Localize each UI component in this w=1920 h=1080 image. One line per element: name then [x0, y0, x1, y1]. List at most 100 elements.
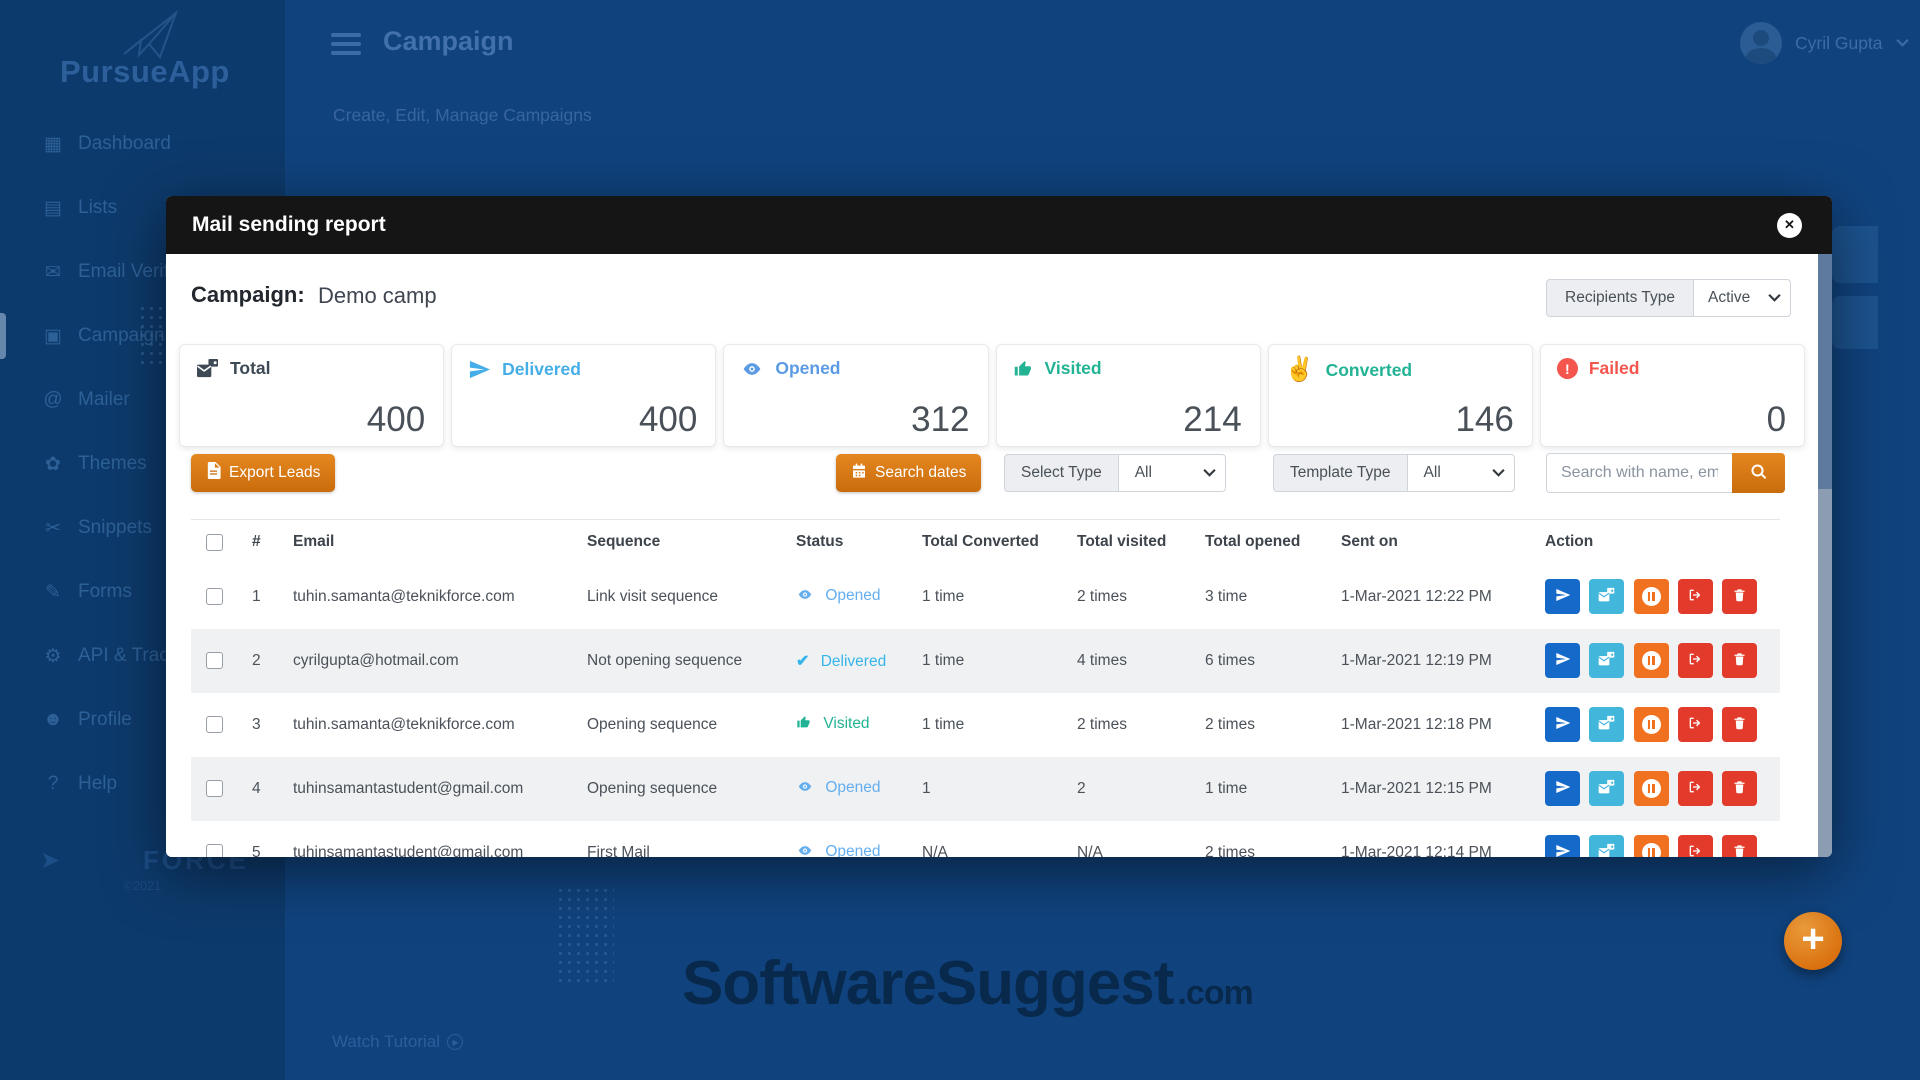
sidebar-item[interactable]: ? Help	[0, 752, 285, 816]
search-dates-label: Search dates	[875, 464, 967, 481]
trash-icon	[1732, 779, 1747, 798]
pause-circle-icon	[1641, 715, 1661, 734]
row-checkbox[interactable]	[206, 843, 223, 857]
mail-bulk-button[interactable]	[1589, 835, 1625, 857]
hamburger-menu-icon[interactable]	[331, 33, 361, 55]
row-total-opened: 6 times	[1205, 651, 1255, 669]
send-button[interactable]	[1545, 643, 1580, 678]
export-leads-button[interactable]: Export Leads	[191, 454, 336, 492]
row-sent-on: 1-Mar-2021 12:19 PM	[1341, 651, 1492, 669]
sidebar-item-label: Profile	[78, 709, 132, 730]
delete-button[interactable]	[1722, 771, 1758, 806]
recipients-type-group: Recipients Type Active	[1546, 279, 1791, 317]
delete-button[interactable]	[1722, 707, 1758, 742]
watch-tutorial-link[interactable]: Watch Tutorial ▶	[332, 1032, 464, 1052]
row-checkbox[interactable]	[206, 651, 223, 669]
row-num: 3	[252, 715, 261, 733]
send-button[interactable]	[1545, 707, 1580, 742]
remove-from-sequence-button[interactable]	[1677, 707, 1713, 742]
row-checkbox[interactable]	[206, 715, 223, 733]
search-input[interactable]	[1546, 453, 1732, 493]
mail-bulk-button[interactable]	[1589, 579, 1625, 614]
template-type-label: Template Type	[1273, 454, 1407, 492]
template-type-dropdown[interactable]: All	[1406, 454, 1515, 492]
sidebar-item[interactable]: ✂ Snippets	[0, 496, 285, 560]
pause-button[interactable]	[1633, 771, 1669, 806]
search-dates-button[interactable]: Search dates	[836, 454, 982, 492]
sidebar-item-label: Forms	[78, 581, 132, 602]
sidebar-item[interactable]: ☻ Profile	[0, 688, 285, 752]
user-menu[interactable]: Cyril Gupta	[1740, 22, 1909, 64]
stat-card[interactable]: ! Failed 0	[1539, 344, 1806, 447]
delete-button[interactable]	[1722, 835, 1758, 857]
delete-button[interactable]	[1722, 579, 1758, 614]
background-panel	[1832, 296, 1878, 349]
row-checkbox[interactable]	[206, 587, 223, 605]
send-button[interactable]	[1545, 835, 1580, 857]
search-icon	[1750, 463, 1768, 484]
remove-from-sequence-button[interactable]	[1677, 771, 1713, 806]
row-num: 5	[252, 843, 261, 858]
delete-button[interactable]	[1722, 643, 1758, 678]
row-sent-on: 1-Mar-2021 12:15 PM	[1341, 779, 1492, 797]
status-label: Opened	[825, 586, 881, 604]
mail-bulk-button[interactable]	[1589, 771, 1625, 806]
send-button[interactable]	[1545, 771, 1580, 806]
stat-card[interactable]: Delivered 400	[451, 344, 717, 447]
recipients-type-select[interactable]: Active	[1693, 279, 1791, 317]
trash-icon	[1732, 651, 1747, 670]
row-checkbox[interactable]	[206, 779, 223, 797]
sidebar-item-label: Dashboard	[78, 133, 171, 154]
remove-from-sequence-button[interactable]	[1677, 835, 1713, 857]
sidebar-item[interactable]: ✿ Themes	[0, 432, 285, 496]
pause-button[interactable]	[1633, 707, 1669, 742]
dot-pattern	[138, 304, 170, 368]
exclamation-circle-icon: !	[1556, 358, 1578, 379]
stat-label: Opened	[775, 358, 841, 378]
col-total-opened: Total opened	[1205, 533, 1301, 551]
mail-bulk-icon	[1598, 779, 1615, 798]
recipients-type-value: Active	[1708, 289, 1751, 306]
sidebar-item[interactable]: ▦ Dashboard	[0, 112, 285, 176]
remove-from-sequence-button[interactable]	[1677, 579, 1713, 614]
table-header-row: # Email Sequence Status Total Converted …	[191, 519, 1780, 565]
row-email: tuhinsamantastudent@gmail.com	[293, 843, 524, 858]
sidebar-item-label: Snippets	[78, 517, 152, 538]
pause-button[interactable]	[1633, 835, 1669, 857]
send-button[interactable]	[1545, 579, 1580, 614]
stat-label: Delivered	[502, 359, 581, 379]
pause-button[interactable]	[1633, 579, 1669, 614]
row-total-converted: 1	[922, 779, 931, 797]
pause-circle-icon	[1641, 587, 1661, 606]
stat-card[interactable]: Total 400	[179, 344, 445, 447]
row-total-visited: 2 times	[1077, 587, 1127, 605]
select-all-checkbox[interactable]	[206, 533, 223, 551]
stat-card[interactable]: ✌ Converted 146	[1267, 344, 1533, 447]
sidebar-item[interactable]: @ Mailer	[0, 368, 285, 432]
search-button[interactable]	[1732, 453, 1785, 493]
remove-from-sequence-button[interactable]	[1677, 643, 1713, 678]
col-total-converted: Total Converted	[922, 533, 1039, 551]
mail-bulk-button[interactable]	[1589, 707, 1625, 742]
stat-card[interactable]: Visited 214	[995, 344, 1261, 447]
modal-header: Mail sending report ✕	[166, 196, 1832, 254]
col-total-visited: Total visited	[1077, 533, 1167, 551]
modal-scrollbar[interactable]	[1818, 254, 1832, 857]
modal-title: Mail sending report	[192, 213, 386, 236]
sidebar-item[interactable]: ✎ Forms	[0, 560, 285, 624]
row-sequence: First Mail	[587, 843, 650, 858]
user-name: Cyril Gupta	[1795, 32, 1883, 53]
pause-button[interactable]	[1633, 643, 1669, 678]
sidebar-item-icon: ☻	[43, 709, 63, 730]
mail-bulk-button[interactable]	[1589, 643, 1625, 678]
paper-plane-icon	[1555, 715, 1571, 734]
mail-bulk-icon	[1598, 587, 1615, 606]
row-email: tuhinsamantastudent@gmail.com	[293, 779, 524, 797]
app-logo: PursueApp	[60, 54, 230, 89]
dot-pattern	[556, 886, 614, 982]
stat-card[interactable]: Opened 312	[723, 344, 989, 447]
select-type-dropdown[interactable]: All	[1117, 454, 1226, 492]
close-icon[interactable]: ✕	[1777, 212, 1802, 238]
add-button[interactable]: +	[1784, 912, 1842, 970]
sidebar-item[interactable]: ▤ Lists	[0, 176, 285, 240]
